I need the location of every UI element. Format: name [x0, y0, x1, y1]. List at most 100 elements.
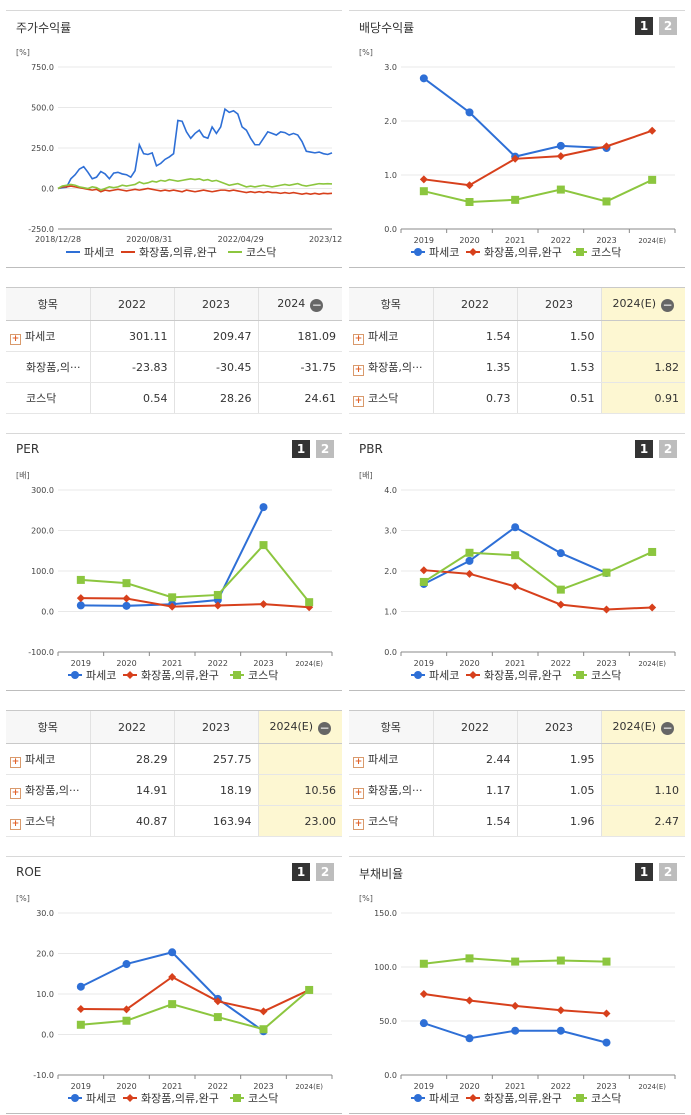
data-point[interactable]: [419, 175, 428, 184]
data-point[interactable]: [556, 1006, 565, 1015]
legend-marker[interactable]: [414, 248, 422, 256]
data-point[interactable]: [76, 982, 85, 991]
data-point[interactable]: [419, 959, 428, 968]
data-point[interactable]: [511, 582, 520, 591]
data-point[interactable]: [556, 152, 565, 161]
legend-marker[interactable]: [469, 1094, 477, 1102]
data-point[interactable]: [168, 1000, 177, 1009]
legend-marker[interactable]: [71, 1094, 79, 1102]
data-point[interactable]: [465, 548, 474, 557]
data-point[interactable]: [602, 197, 611, 206]
legend-marker[interactable]: [71, 671, 79, 679]
data-point[interactable]: [465, 556, 474, 565]
data-point[interactable]: [556, 585, 565, 594]
data-point[interactable]: [465, 569, 474, 578]
data-point[interactable]: [511, 195, 520, 204]
legend-marker[interactable]: [576, 248, 584, 256]
expand-plus-icon[interactable]: +: [10, 756, 21, 768]
data-point[interactable]: [465, 198, 474, 206]
legend-marker[interactable]: [233, 1094, 241, 1102]
data-point[interactable]: [511, 523, 520, 532]
data-point[interactable]: [168, 602, 177, 611]
expand-plus-icon[interactable]: +: [353, 787, 364, 799]
data-point[interactable]: [168, 972, 177, 981]
data-point[interactable]: [76, 575, 85, 584]
row-label[interactable]: + 화장품,의···: [6, 774, 90, 806]
legend-marker[interactable]: [233, 671, 241, 679]
row-label[interactable]: + 화장품,의···: [349, 774, 433, 806]
data-point[interactable]: [556, 549, 565, 558]
row-label[interactable]: + 코스닥: [349, 382, 433, 414]
data-point[interactable]: [465, 181, 474, 190]
data-point[interactable]: [648, 175, 657, 184]
legend-marker[interactable]: [576, 1094, 584, 1102]
page-button-1[interactable]: 1: [635, 440, 653, 458]
data-point[interactable]: [122, 594, 131, 603]
data-point[interactable]: [419, 566, 428, 575]
legend-marker[interactable]: [469, 671, 477, 679]
data-point[interactable]: [602, 1009, 611, 1018]
data-point[interactable]: [213, 601, 222, 610]
data-point[interactable]: [76, 594, 85, 603]
data-point[interactable]: [259, 1007, 268, 1016]
data-point[interactable]: [556, 600, 565, 609]
expand-plus-icon[interactable]: +: [10, 787, 21, 799]
row-label[interactable]: + 파세코: [6, 743, 90, 775]
data-point[interactable]: [419, 577, 428, 586]
expand-plus-icon[interactable]: +: [353, 364, 364, 376]
data-point[interactable]: [556, 956, 565, 965]
data-point[interactable]: [465, 1034, 474, 1043]
data-point[interactable]: [259, 503, 268, 512]
expand-plus-icon[interactable]: +: [10, 333, 21, 345]
data-point[interactable]: [511, 1001, 520, 1010]
row-label[interactable]: + 코스닥: [349, 805, 433, 837]
collapse-icon[interactable]: −: [310, 297, 324, 312]
data-point[interactable]: [465, 954, 474, 963]
data-point[interactable]: [511, 551, 520, 560]
data-point[interactable]: [259, 1025, 268, 1034]
row-label[interactable]: + 화장품,의···: [349, 351, 433, 383]
row-label[interactable]: + 코스닥: [6, 805, 90, 837]
data-point[interactable]: [213, 590, 222, 599]
page-button-2[interactable]: 2: [659, 863, 677, 881]
page-button-2[interactable]: 2: [316, 440, 334, 458]
data-point[interactable]: [556, 185, 565, 194]
data-point[interactable]: [465, 108, 474, 117]
legend-marker[interactable]: [469, 248, 477, 256]
expand-plus-icon[interactable]: +: [353, 818, 364, 830]
data-point[interactable]: [168, 948, 177, 957]
data-point[interactable]: [602, 605, 611, 614]
data-point[interactable]: [602, 568, 611, 577]
data-point[interactable]: [213, 997, 222, 1006]
data-point[interactable]: [122, 579, 131, 588]
page-button-1[interactable]: 1: [635, 863, 653, 881]
data-point[interactable]: [419, 990, 428, 998]
expand-plus-icon[interactable]: +: [353, 395, 364, 407]
data-point[interactable]: [259, 600, 268, 609]
legend-marker[interactable]: [126, 1094, 134, 1102]
data-point[interactable]: [419, 1019, 428, 1028]
data-point[interactable]: [122, 1005, 131, 1014]
page-button-2[interactable]: 2: [659, 17, 677, 35]
data-point[interactable]: [648, 126, 657, 135]
data-point[interactable]: [168, 593, 177, 602]
data-point[interactable]: [511, 154, 520, 163]
row-label[interactable]: + 파세코: [349, 743, 433, 775]
data-point[interactable]: [259, 541, 268, 550]
expand-plus-icon[interactable]: +: [353, 333, 364, 345]
data-point[interactable]: [419, 74, 428, 83]
data-point[interactable]: [648, 603, 657, 612]
data-point[interactable]: [556, 141, 565, 150]
data-point[interactable]: [122, 1016, 131, 1025]
data-point[interactable]: [76, 1004, 85, 1013]
page-button-2[interactable]: 2: [659, 440, 677, 458]
data-point[interactable]: [122, 960, 131, 969]
legend-marker[interactable]: [414, 1094, 422, 1102]
page-button-2[interactable]: 2: [316, 863, 334, 881]
row-label[interactable]: + 파세코: [6, 320, 90, 352]
expand-plus-icon[interactable]: +: [10, 818, 21, 830]
data-point[interactable]: [511, 1026, 520, 1035]
data-point[interactable]: [305, 598, 314, 607]
data-point[interactable]: [648, 547, 657, 556]
legend-marker[interactable]: [576, 671, 584, 679]
